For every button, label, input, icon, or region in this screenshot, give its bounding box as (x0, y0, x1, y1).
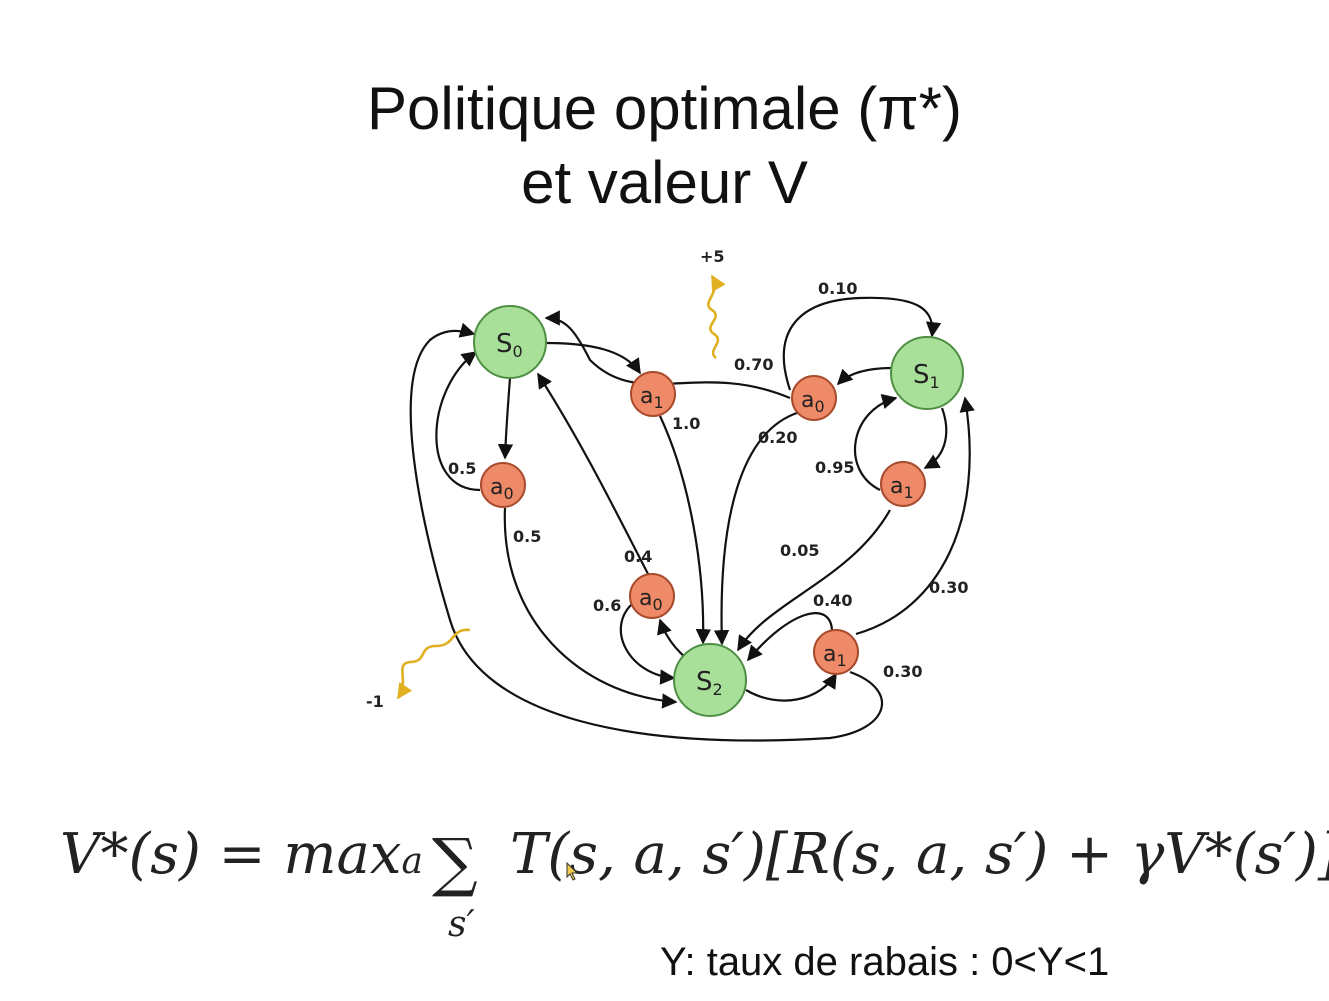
edge-s0a1-to-s2 (659, 415, 712, 645)
edge-s0a0-to-s2 (503, 507, 678, 709)
label-s1a1-s2: 0.05 (780, 541, 819, 560)
edge-s2a0-to-s2 (619, 603, 676, 685)
sum-subscript: s′ (448, 904, 475, 945)
formula-lhs: V*(s) = maxa (60, 822, 423, 887)
title-line-1: Politique optimale (π*) (367, 75, 962, 142)
nodes: S0 S1 S2 a0 a1 a0 a1 a0 (473, 305, 964, 717)
mouse-cursor-icon (566, 862, 579, 881)
state-s1: S1 (890, 336, 964, 410)
label-s1a0-s0: 0.70 (734, 355, 773, 374)
label-s1a0-s1: 0.10 (818, 279, 857, 298)
edge-s1a0-to-s1 (782, 296, 942, 391)
svg-text:S2: S2 (696, 667, 723, 699)
action-s2-a1: a1 (813, 629, 859, 675)
edge-labels: 0.5 0.5 1.0 0.70 0.10 0.20 0.95 0.05 0.4… (448, 279, 968, 681)
edge-s2-to-s2a1 (745, 672, 837, 702)
state-index: 2 (713, 680, 723, 699)
edge-s0-to-s0a0 (497, 377, 514, 460)
state-letter: S (496, 329, 513, 359)
sum-symbol: ∑ (432, 826, 478, 900)
svg-text:a0: a0 (639, 586, 663, 614)
label-s0a0-s2: 0.5 (513, 527, 541, 546)
svg-text:a1: a1 (890, 474, 914, 502)
state-index: 0 (513, 342, 523, 361)
action-s0-a0: a0 (480, 462, 526, 508)
label-s2a1-s2: 0.40 (813, 591, 852, 610)
edge-s2-to-s2a0 (657, 618, 687, 659)
edge-s1-to-s1a0 (836, 366, 893, 386)
title-line-2: et valeur V (521, 149, 808, 216)
formula-rhs: T(s, a, s′)[R(s, a, s′) + γV*(s′)] (510, 822, 1329, 887)
label-s0a1-s2: 1.0 (672, 414, 700, 433)
edge-s2a1-to-s1 (855, 396, 975, 636)
formula-lhs-subscript: a (401, 841, 423, 882)
label-s2a1-s0: 0.30 (883, 662, 922, 681)
edge-s1a0-to-s0 (544, 310, 791, 400)
positive-reward-label: +5 (700, 247, 725, 266)
state-s2: S2 (673, 643, 747, 717)
svg-text:a1: a1 (823, 642, 847, 670)
state-index: 1 (930, 373, 940, 392)
edge-s1a1-to-s1 (854, 394, 898, 491)
state-letter: S (696, 667, 713, 697)
action-s1-a1: a1 (880, 461, 926, 507)
discount-note: Y: taux de rabais : 0<Y<1 (660, 940, 1110, 984)
edge-s2a1-to-s2 (747, 612, 834, 662)
action-s1-a0: a0 (791, 375, 837, 421)
label-s1a0-s2: 0.20 (758, 428, 797, 447)
edge-s0-to-s0a1 (545, 341, 641, 375)
label-s2a1-s1: 0.30 (929, 578, 968, 597)
svg-text:a0: a0 (801, 388, 825, 416)
svg-text:S0: S0 (496, 329, 523, 361)
edge-s0a0-to-s0 (435, 351, 481, 492)
label-s2a0-s2: 0.6 (593, 596, 621, 615)
edge-s1-to-s1a1 (923, 407, 948, 469)
action-s2-a0: a0 (629, 573, 675, 619)
edge-s1a1-to-s2 (737, 509, 891, 652)
negative-reward-arrow (396, 628, 471, 700)
svg-text:a1: a1 (640, 384, 664, 412)
slide-title: Politique optimale (π*) et valeur V (0, 72, 1329, 220)
edge-s2a0-to-s0 (537, 372, 649, 575)
label-s2a0-s0: 0.4 (624, 547, 652, 566)
state-letter: S (913, 360, 930, 390)
edges (409, 296, 975, 742)
positive-reward-arrow (707, 274, 726, 360)
label-s0a0-s0: 0.5 (448, 459, 476, 478)
action-s0-a1: a1 (630, 371, 676, 417)
svg-text:S1: S1 (913, 360, 940, 392)
edge-s2a1-to-s0 (409, 322, 883, 742)
svg-text:a0: a0 (490, 475, 514, 503)
label-s1a1-s1: 0.95 (815, 458, 854, 477)
state-s0: S0 (473, 305, 547, 379)
edge-s1a0-to-s2 (713, 410, 801, 646)
negative-reward-label: -1 (366, 692, 384, 711)
